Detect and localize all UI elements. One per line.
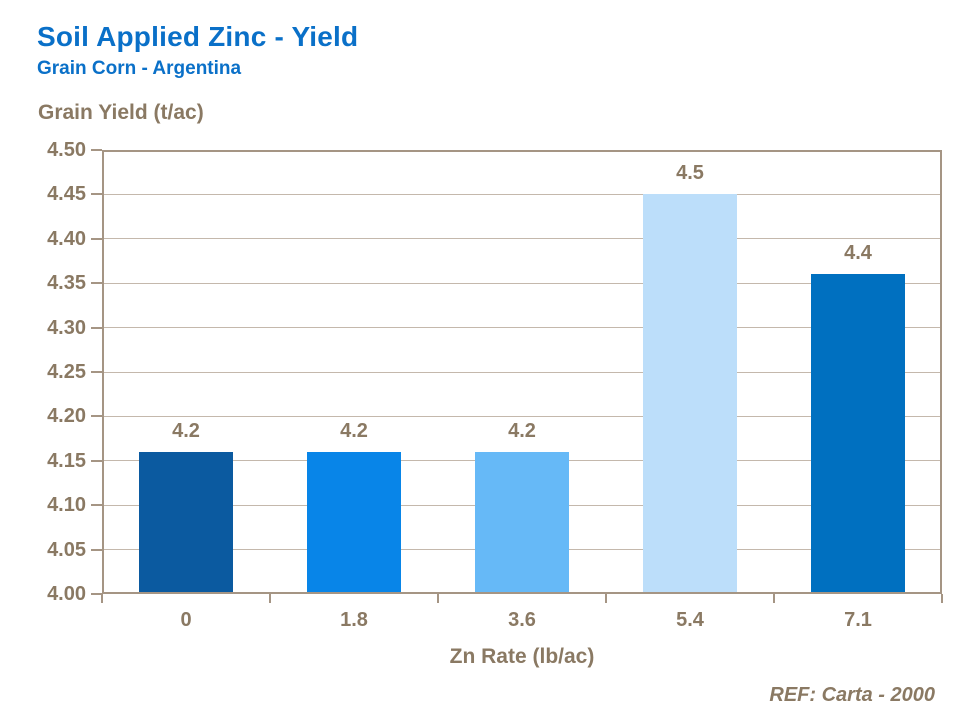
gridline bbox=[102, 327, 942, 329]
reference-text: REF: Carta - 2000 bbox=[769, 684, 935, 706]
x-tick-mark bbox=[941, 594, 943, 603]
y-tick-label: 4.05 bbox=[47, 538, 86, 561]
y-tick-mark bbox=[91, 459, 102, 462]
y-tick-label: 4.15 bbox=[47, 449, 86, 472]
x-tick-mark bbox=[101, 594, 103, 603]
x-tick-mark bbox=[773, 594, 775, 603]
y-tick-mark bbox=[91, 282, 102, 285]
y-tick-mark bbox=[91, 504, 102, 507]
bar-1.8 bbox=[307, 451, 401, 594]
gridline bbox=[102, 371, 942, 373]
y-tick-label: 4.30 bbox=[47, 316, 86, 339]
bar-value-label: 4.2 bbox=[340, 419, 368, 442]
gridline bbox=[102, 282, 942, 284]
x-axis-title: Zn Rate (lb/ac) bbox=[449, 645, 595, 668]
gridline bbox=[102, 415, 942, 417]
gridline bbox=[102, 193, 942, 195]
y-tick-label: 4.25 bbox=[47, 361, 86, 383]
x-tick-label: 5.4 bbox=[676, 609, 704, 631]
x-tick-label: 7.1 bbox=[844, 609, 872, 631]
y-tick-label: 4.35 bbox=[47, 272, 86, 295]
chart-subtitle: Grain Corn - Argentina bbox=[37, 58, 242, 79]
gridline bbox=[102, 238, 942, 240]
y-tick-mark bbox=[91, 548, 102, 551]
chart-title: Soil Applied Zinc - Yield bbox=[37, 21, 359, 52]
bar-7.1 bbox=[811, 274, 905, 594]
bar-0 bbox=[139, 451, 233, 594]
y-tick-label: 4.00 bbox=[47, 583, 86, 605]
x-tick-label: 1.8 bbox=[340, 609, 368, 631]
y-tick-mark bbox=[91, 193, 102, 196]
y-axis-title: Grain Yield (t/ac) bbox=[38, 101, 204, 124]
x-tick-label: 3.6 bbox=[508, 609, 536, 631]
y-tick-mark bbox=[91, 149, 102, 151]
y-tick-mark bbox=[91, 415, 102, 418]
y-tick-label: 4.45 bbox=[47, 183, 86, 206]
y-tick-label: 4.10 bbox=[47, 494, 86, 517]
y-tick-mark bbox=[91, 593, 102, 595]
x-tick-mark bbox=[269, 594, 271, 603]
x-tick-mark bbox=[605, 594, 607, 603]
y-tick-mark bbox=[91, 326, 102, 329]
x-tick-mark bbox=[437, 594, 439, 603]
y-tick-label: 4.40 bbox=[47, 227, 86, 250]
bar-value-label: 4.4 bbox=[844, 242, 872, 265]
plot-area bbox=[102, 150, 942, 594]
bar-value-label: 4.2 bbox=[172, 419, 200, 442]
y-tick-label: 4.50 bbox=[47, 139, 86, 161]
bar-3.6 bbox=[475, 451, 569, 594]
bar-value-label: 4.5 bbox=[676, 162, 704, 185]
y-tick-mark bbox=[91, 371, 102, 373]
x-tick-label: 0 bbox=[180, 609, 192, 631]
bar-5.4 bbox=[643, 194, 737, 594]
y-tick-label: 4.20 bbox=[47, 405, 86, 428]
y-tick-mark bbox=[91, 237, 102, 240]
bar-value-label: 4.2 bbox=[508, 419, 536, 442]
